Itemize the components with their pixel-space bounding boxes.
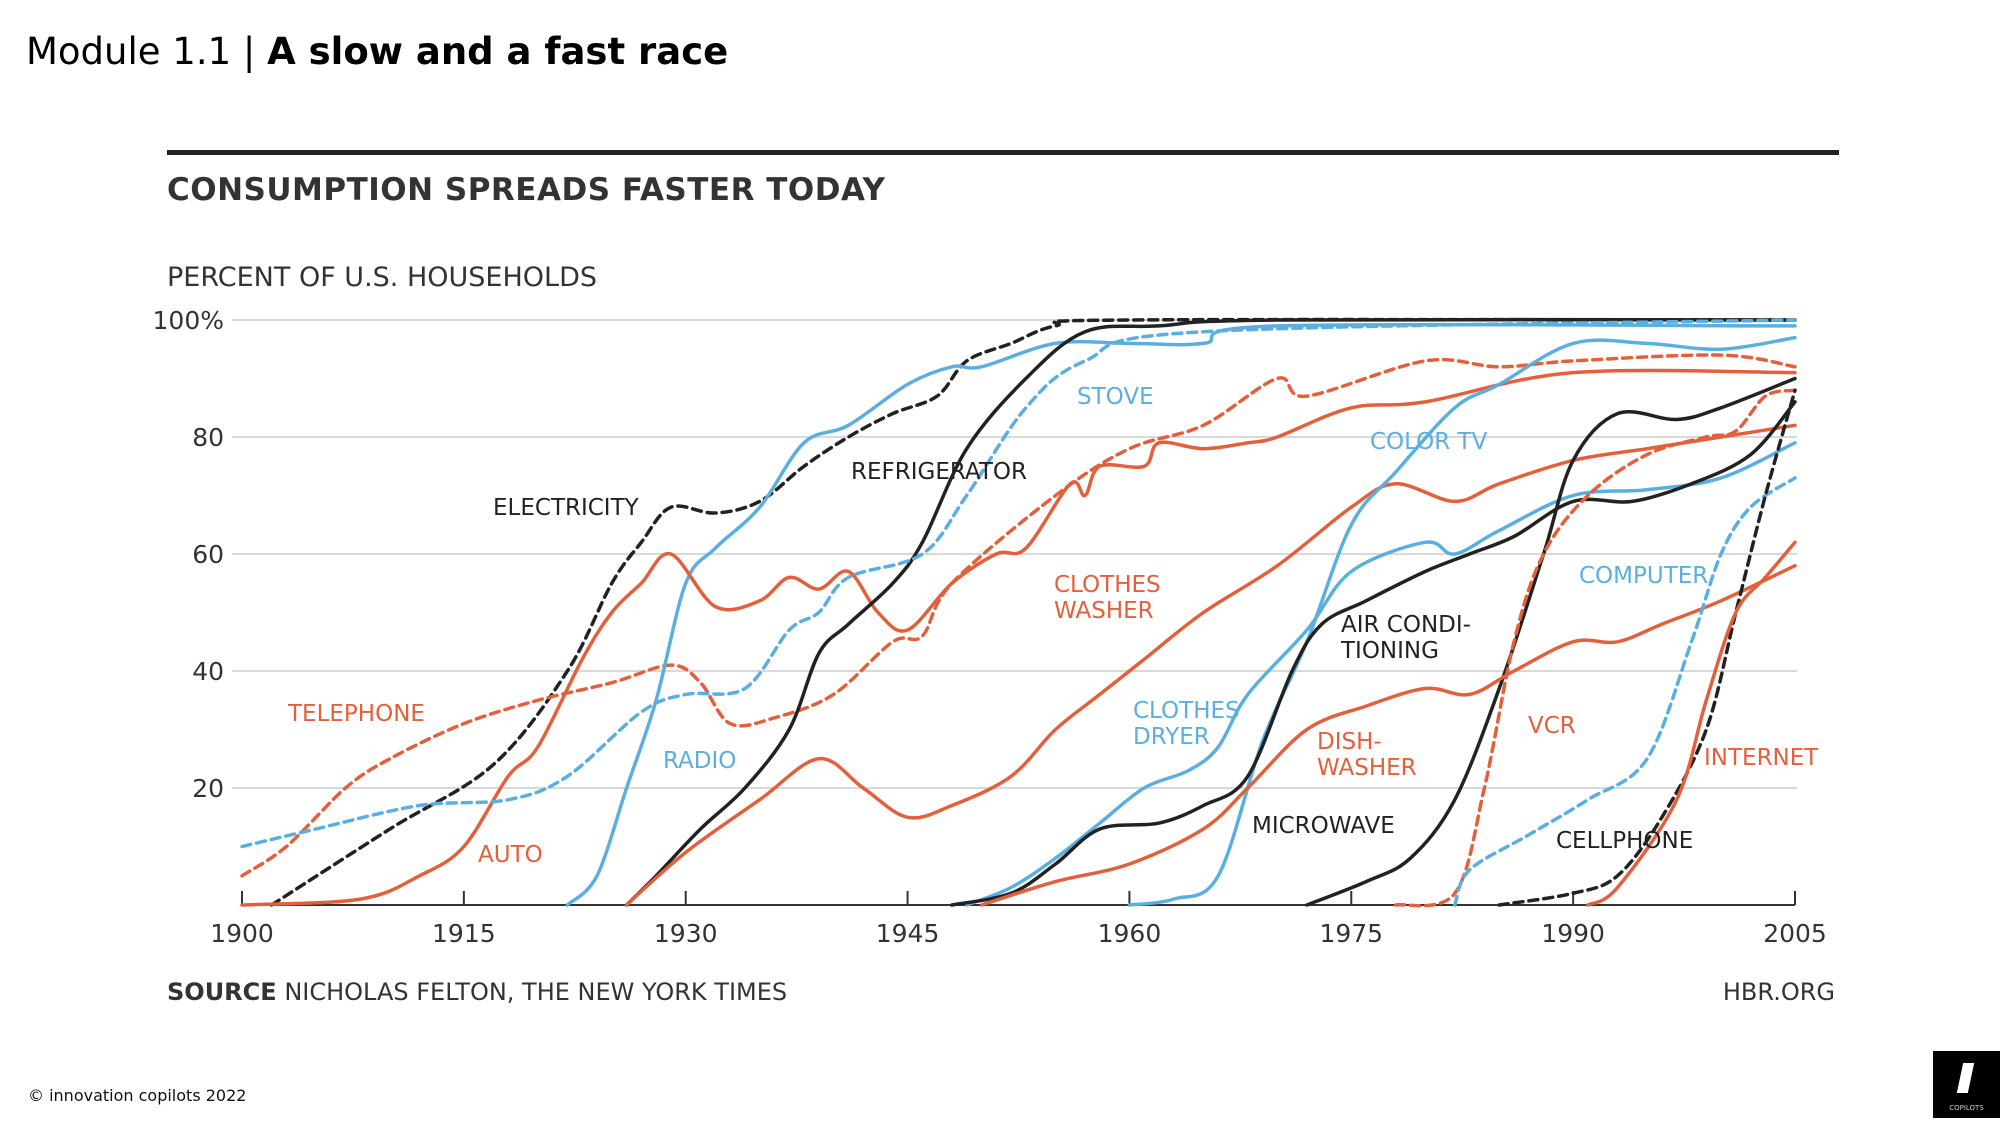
series-label: COLOR TV [1370, 429, 1487, 455]
series-line-auto [240, 368, 1797, 907]
series-label-line: VCR [1528, 713, 1576, 739]
y-tick-label: 100% [153, 306, 224, 335]
page-title: Module 1.1 | A slow and a fast race [26, 30, 728, 73]
series-label-line: ELECTRICITY [493, 495, 639, 521]
series-line-color-tv [1127, 335, 1797, 907]
footer: © innovation copilots 2022 [28, 1086, 246, 1105]
series-label-line: CLOTHES [1054, 572, 1161, 598]
series-label-line: AIR CONDI- [1341, 612, 1471, 638]
series-line-stove [240, 318, 1797, 849]
y-tick-label: 20 [192, 774, 224, 803]
chart-title: CONSUMPTION SPREADS FASTER TODAY [167, 172, 886, 208]
x-tick-label: 2005 [1763, 919, 1827, 948]
series-label: STOVE [1077, 384, 1154, 410]
footer-text: innovation copilots 2022 [49, 1086, 247, 1105]
series-label-line: MICROWAVE [1252, 813, 1395, 839]
series-line-dishwasher [979, 563, 1797, 907]
series-label-line: INTERNET [1704, 745, 1819, 771]
series-label-line: STOVE [1077, 384, 1154, 410]
series-line-vcr [1393, 388, 1797, 908]
series-label-line: AUTO [478, 842, 543, 868]
series-line-telephone [240, 353, 1797, 878]
series-label-line: TIONING [1341, 638, 1439, 664]
series-line-computer [1453, 476, 1797, 907]
series-label-line: WASHER [1054, 598, 1154, 624]
series-label-line: CELLPHONE [1556, 828, 1694, 854]
series-label-line: COLOR TV [1370, 429, 1488, 455]
x-tick-label: 1975 [1319, 919, 1383, 948]
source-text: NICHOLAS FELTON, THE NEW YORK TIMES [284, 978, 788, 1006]
x-tick-label: 1945 [876, 919, 940, 948]
y-tick-label: 60 [192, 540, 224, 569]
series-label: AUTO [478, 842, 543, 868]
series-label: ELECTRICITY [493, 495, 639, 521]
series-label-line: TELEPHONE [288, 701, 425, 727]
series-label: CELLPHONE [1556, 828, 1693, 854]
x-tick-label: 1990 [1541, 919, 1605, 948]
series-line-refrigerator [624, 317, 1797, 907]
series-label: RADIO [663, 748, 736, 774]
x-tick-label: 1930 [654, 919, 718, 948]
series-label: CLOTHES WASHER [1054, 572, 1161, 624]
y-tick-label: 80 [192, 423, 224, 452]
series-label-line: REFRIGERATOR [851, 459, 1027, 485]
chart-top-rule [167, 150, 1839, 155]
credit: HBR.ORG [1722, 978, 1835, 1006]
copyright-icon: © [28, 1086, 44, 1105]
series-label-line: CLOTHES [1133, 698, 1240, 724]
series-label: INTERNET [1704, 745, 1818, 771]
series-label: DISH- WASHER [1317, 729, 1417, 781]
y-axis-label: PERCENT OF U.S. HOUSEHOLDS [167, 262, 597, 293]
series-label-line: DISH- [1317, 729, 1382, 755]
series-line-clothes-washer [624, 423, 1797, 907]
series-label-line: COMPUTER [1579, 563, 1709, 589]
series-label: TELEPHONE [288, 701, 425, 727]
series-label: VCR [1528, 713, 1576, 739]
x-tick-label: 1960 [1098, 919, 1162, 948]
x-tick-label: 1915 [432, 919, 496, 948]
series-label-line: DRYER [1133, 724, 1210, 750]
series-label-line: WASHER [1317, 755, 1417, 781]
series-label-line: RADIO [663, 748, 737, 774]
series-label: REFRIGERATOR [851, 459, 1027, 485]
module-title: A slow and a fast race [267, 30, 729, 73]
copilots-logo: COPILOTS [1933, 1051, 2000, 1118]
series-line-electricity [269, 317, 1797, 907]
series-line-cellphone [1497, 388, 1797, 907]
series-line-radio [565, 322, 1797, 907]
series-line-air-conditioning [950, 400, 1797, 907]
source-note: SOURCE NICHOLAS FELTON, THE NEW YORK TIM… [167, 978, 787, 1006]
series-label: MICROWAVE [1252, 813, 1395, 839]
series-label: AIR CONDI- TIONING [1341, 612, 1471, 664]
module-number: Module 1.1 | [26, 30, 256, 73]
x-tick-label: 1900 [210, 919, 274, 948]
series-label: COMPUTER [1579, 563, 1708, 589]
series-label: CLOTHES DRYER [1133, 698, 1240, 750]
series-line-internet [1586, 540, 1797, 907]
y-tick-label: 40 [192, 657, 224, 686]
source-label: SOURCE [167, 978, 277, 1006]
